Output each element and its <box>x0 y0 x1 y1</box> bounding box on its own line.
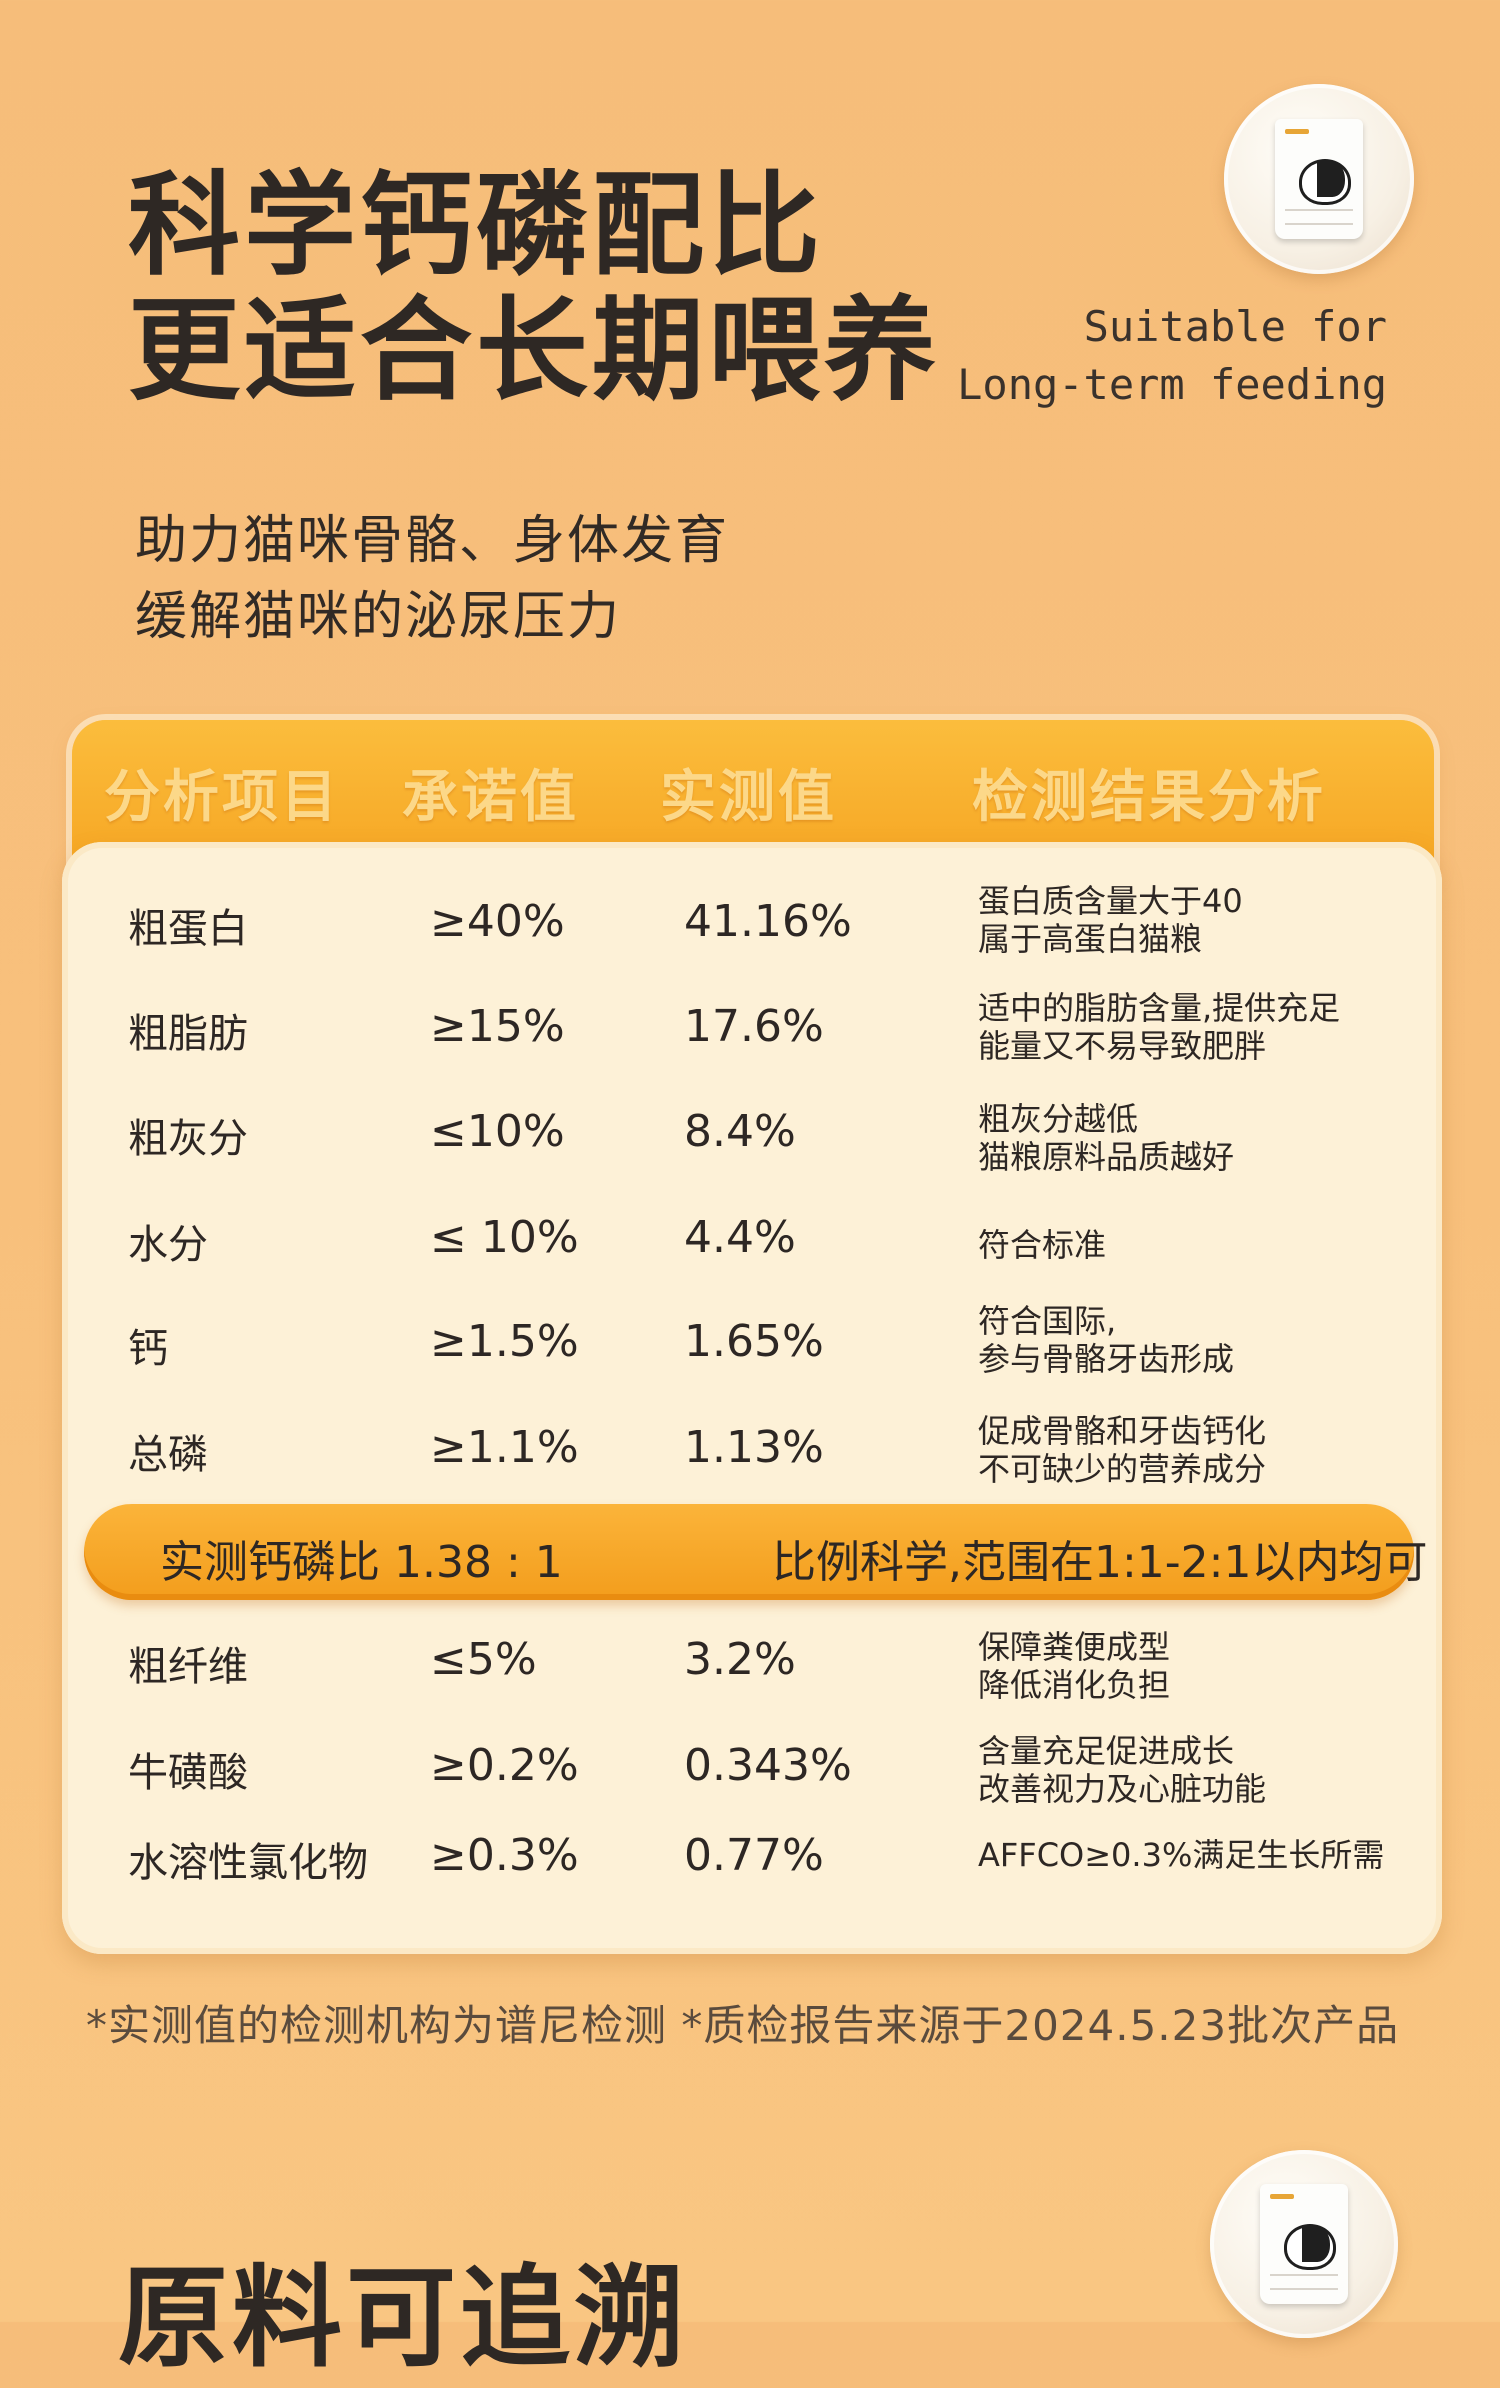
row-promised: ≥0.2% <box>430 1740 579 1791</box>
row-measured: 17.6% <box>684 1001 824 1052</box>
header-item: 分析项目 <box>104 765 340 830</box>
row-promised: ≥15% <box>430 1001 565 1052</box>
row-measured: 3.2% <box>684 1634 796 1685</box>
row-item: 粗蛋白 <box>128 906 248 952</box>
subtitle-line-2: 缓解猫咪的泌尿压力 <box>135 587 622 647</box>
row-analysis-2: 猫粮原料品质越好 <box>978 1138 1235 1176</box>
handwritten-note-line-2: Long-term feeding <box>957 360 1387 409</box>
row-promised: ≥1.5% <box>430 1316 579 1367</box>
row-analysis-1: AFFCO≥0.3%满足生长所需 <box>978 1836 1385 1874</box>
cat-food-bag-icon <box>1260 2184 1348 2304</box>
row-item: 水分 <box>128 1222 208 1268</box>
header-analysis: 检测结果分析 <box>972 765 1326 830</box>
row-measured: 0.343% <box>684 1740 852 1791</box>
row-analysis-2: 能量又不易导致肥胖 <box>978 1027 1267 1065</box>
header-measured: 实测值 <box>660 765 837 830</box>
row-analysis-1: 含量充足促进成长 <box>978 1732 1235 1770</box>
ratio-note: 比例科学,范围在1:1-2:1以内均可 <box>772 1537 1428 1588</box>
ratio-highlight-bar <box>84 1504 1414 1600</box>
row-analysis-2: 参与骨骼牙齿形成 <box>978 1340 1235 1378</box>
row-promised: ≤10% <box>430 1106 565 1157</box>
page-title-line-2: 更适合长期喂养 <box>128 286 940 416</box>
row-analysis-1: 蛋白质含量大于40 <box>978 882 1243 920</box>
row-promised: ≥40% <box>430 896 565 947</box>
row-measured: 8.4% <box>684 1106 796 1157</box>
row-item: 水溶性氯化物 <box>128 1840 368 1886</box>
footnote: *实测值的检测机构为谱尼检测 *质检报告来源于2024.5.23批次产品 <box>86 2001 1400 2050</box>
row-item: 粗灰分 <box>128 1116 248 1162</box>
row-measured: 41.16% <box>684 896 852 947</box>
row-item: 粗脂肪 <box>128 1011 248 1057</box>
row-analysis-2: 改善视力及心脏功能 <box>978 1770 1267 1808</box>
row-item: 牛磺酸 <box>128 1750 248 1796</box>
row-promised: ≤ 10% <box>430 1212 579 1263</box>
row-measured: 1.13% <box>684 1422 824 1473</box>
row-promised: ≥0.3% <box>430 1830 579 1881</box>
table-body <box>62 842 1442 1954</box>
row-measured: 0.77% <box>684 1830 824 1881</box>
row-analysis-1: 保障粪便成型 <box>978 1628 1171 1666</box>
row-analysis-2: 属于高蛋白猫粮 <box>978 920 1203 958</box>
row-analysis-1: 符合国际, <box>978 1302 1117 1340</box>
header-promised: 承诺值 <box>402 765 579 830</box>
row-measured: 1.65% <box>684 1316 824 1367</box>
row-promised: ≤5% <box>430 1634 537 1685</box>
cat-food-bag-icon <box>1275 119 1363 239</box>
page-title-line-1: 科学钙磷配比 <box>128 161 824 291</box>
handwritten-note-line-1: Suitable for <box>1083 302 1387 351</box>
product-bubble-2 <box>1210 2150 1398 2338</box>
product-bubble <box>1224 84 1414 274</box>
row-item: 钙 <box>128 1326 168 1372</box>
row-analysis-1: 促成骨骼和牙齿钙化 <box>978 1412 1267 1450</box>
row-analysis-1: 符合标准 <box>978 1226 1107 1264</box>
row-analysis-2: 降低消化负担 <box>978 1666 1171 1704</box>
ratio-value: 实测钙磷比 1.38 : 1 <box>160 1537 563 1588</box>
row-promised: ≥1.1% <box>430 1422 579 1473</box>
row-item: 粗纤维 <box>128 1644 248 1690</box>
row-item: 总磷 <box>128 1432 208 1478</box>
row-analysis-2: 不可缺少的营养成分 <box>978 1450 1267 1488</box>
row-measured: 4.4% <box>684 1212 796 1263</box>
subtitle-line-1: 助力猫咪骨骼、身体发育 <box>135 511 730 571</box>
row-analysis-1: 适中的脂肪含量,提供充足 <box>978 989 1341 1027</box>
next-section-title: 原料可追溯 <box>118 2254 688 2382</box>
row-analysis-1: 粗灰分越低 <box>978 1100 1139 1138</box>
